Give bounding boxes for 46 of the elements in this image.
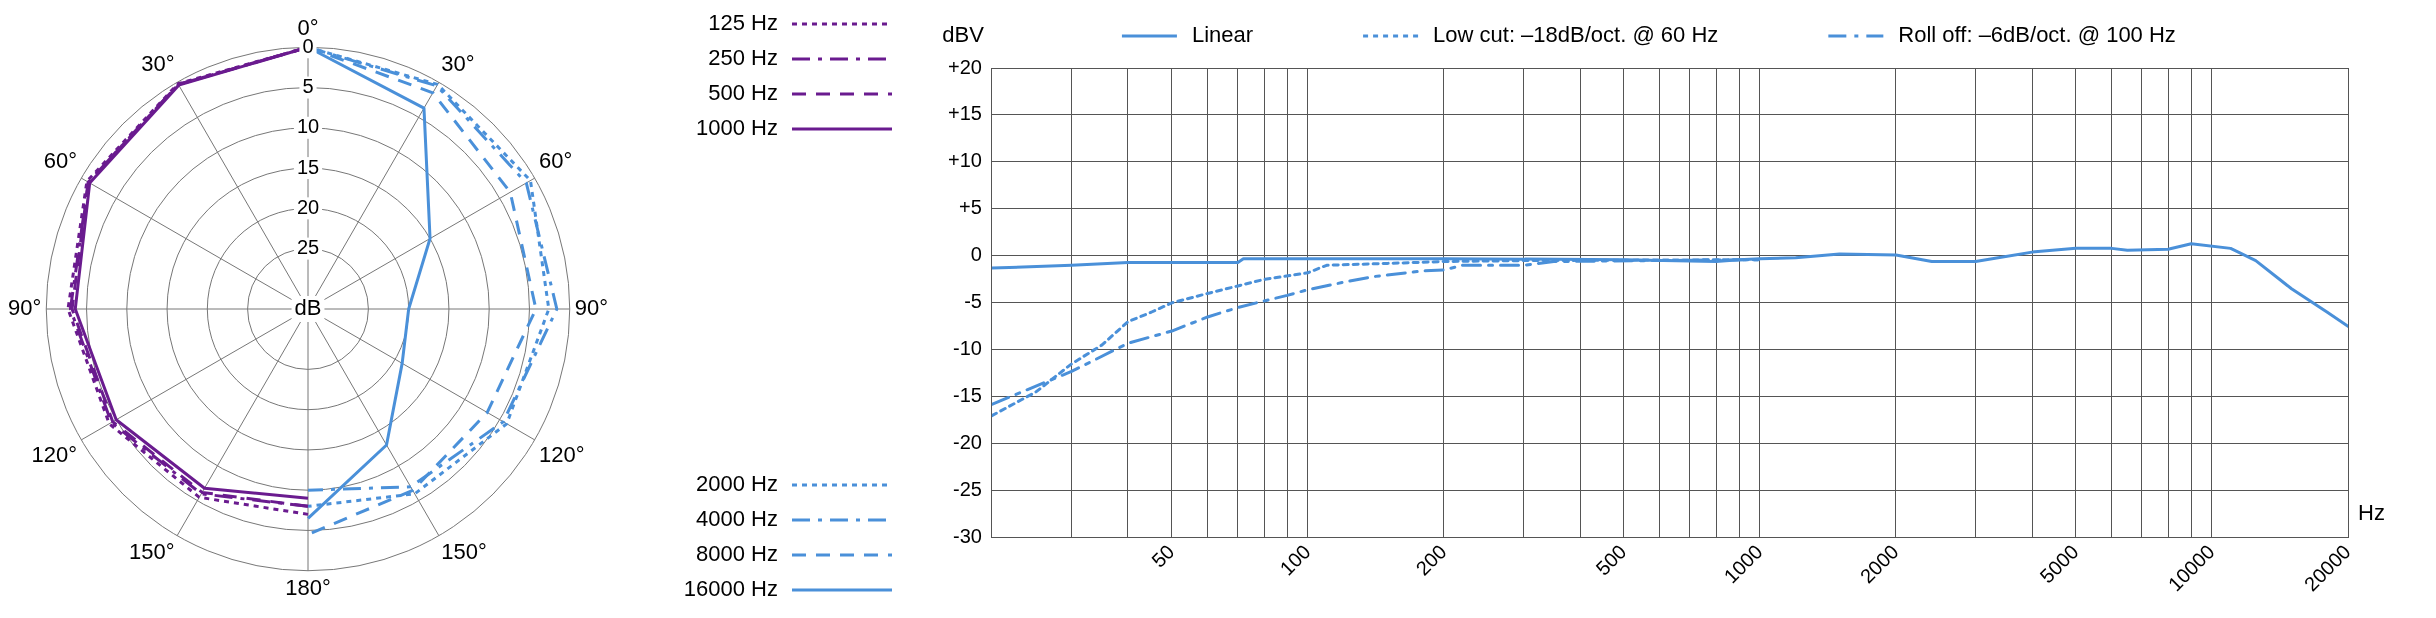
y-tick-label: -30 [953,525,982,548]
x-tick-label: 500 [1591,540,1631,580]
legend-label: 16000 Hz [683,576,778,602]
spoke-label: 150° [441,539,487,565]
y-tick-label: -20 [953,431,982,454]
legend-label: 500 Hz [708,80,778,106]
y-tick-label: 15 [296,155,320,178]
legend-label: Roll off: –6dB/oct. @ 100 Hz [1898,22,2176,48]
x-tick-label: 200 [1411,540,1451,580]
legend-label: Low cut: –18dB/oct. @ 60 Hz [1433,22,1719,48]
legend-label: 4000 Hz [696,506,778,532]
y-tick-label: +20 [947,55,982,78]
spoke-label: 180° [285,574,331,600]
spoke-label: 90° [574,295,609,321]
spoke-label: 120° [31,441,77,467]
spoke-label: 30° [141,50,175,76]
legend-label: 250 Hz [708,45,778,71]
y-tick-label: 5 [302,75,314,98]
spoke-label: 120° [539,441,585,467]
spoke-label: 60° [43,148,77,174]
legend-label: Linear [1191,22,1254,48]
x-axis-title: Hz [2358,499,2385,525]
legend-label: 125 Hz [708,10,778,36]
spoke-label: 60° [539,148,573,174]
text: dB [294,295,322,321]
x-tick-label: 100 [1275,540,1315,580]
y-tick-label: 0 [302,34,314,57]
y-tick-label: -5 [964,290,982,313]
y-tick-label: 25 [296,236,320,259]
y-axis-title: dBV [942,22,985,48]
x-tick-label: 50 [1147,540,1179,572]
y-tick-label: +5 [959,196,982,219]
spoke-label: 30° [441,50,475,76]
y-tick-label: -25 [953,478,982,501]
y-tick-label: -10 [953,337,982,360]
legend-label: 2000 Hz [696,471,778,497]
y-tick-label: +15 [947,102,982,125]
y-tick-label: +10 [947,149,982,172]
y-tick-label: 0 [970,243,982,266]
spoke-label: 150° [129,539,175,565]
spoke-label: 90° [7,295,42,321]
y-tick-label: 20 [296,195,320,218]
y-tick-label: -15 [953,384,982,407]
legend-label: 1000 Hz [696,115,778,141]
legend-label: 8000 Hz [696,541,778,567]
y-tick-label: 10 [296,115,320,138]
